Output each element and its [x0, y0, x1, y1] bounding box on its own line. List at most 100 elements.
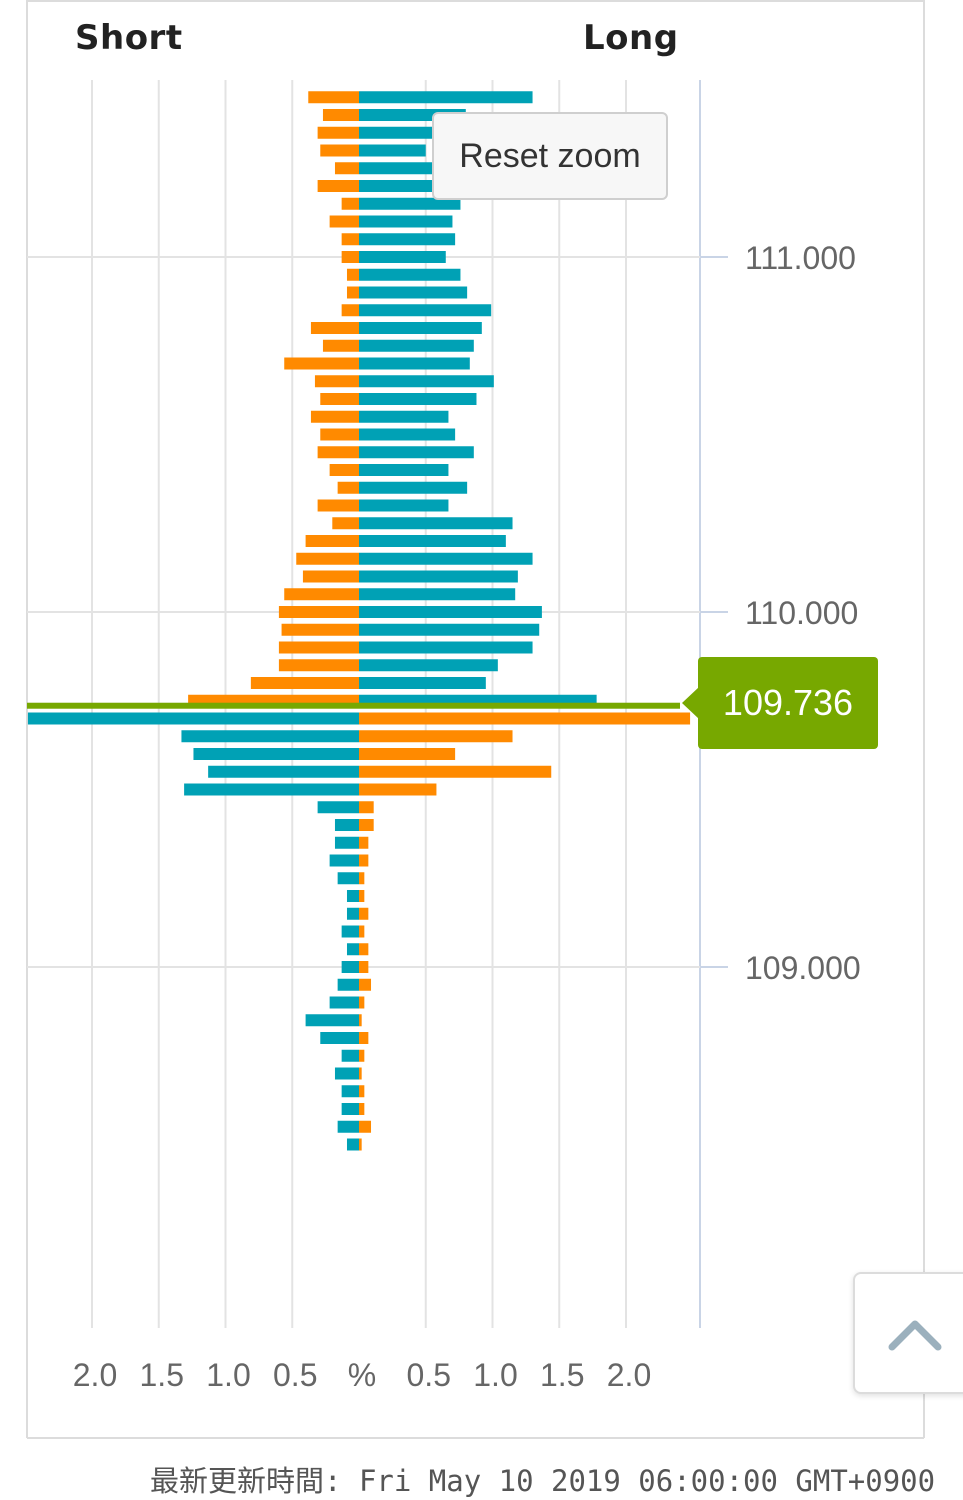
bar-long-right	[359, 552, 533, 565]
bar-long-left	[320, 1032, 359, 1044]
bar-long-left	[181, 730, 359, 743]
x-tick-label: 2.0	[73, 1357, 117, 1393]
bar-long-left	[341, 1085, 359, 1098]
bar-long-left	[346, 1138, 359, 1151]
bar-long-left	[329, 996, 359, 1009]
bar-short-right	[359, 801, 374, 814]
bar-long-right	[359, 286, 468, 299]
bar-short-left	[281, 623, 359, 636]
bar-long-right	[359, 215, 453, 228]
x-axis-unit-label: %	[348, 1357, 376, 1393]
bar-short-right	[359, 1067, 362, 1080]
bar-short-right	[359, 925, 365, 938]
bar-long-right	[359, 410, 449, 423]
bar-long-right	[359, 251, 446, 263]
bar-short-left	[341, 251, 359, 263]
bar-long-left	[337, 872, 359, 885]
bar-long-left	[208, 765, 359, 778]
bar-short-right	[359, 1138, 362, 1151]
bar-short-right	[359, 1032, 369, 1044]
bar-short-left	[322, 339, 359, 352]
bar-long-right	[359, 677, 486, 689]
bar-long-right	[359, 588, 516, 601]
chevron-up-icon	[888, 1320, 942, 1351]
bar-short-left	[317, 446, 359, 459]
bar-long-right	[359, 357, 470, 370]
bar-long-right	[359, 304, 492, 317]
bar-short-left	[341, 197, 359, 210]
current-price-label: 109.736	[698, 657, 878, 749]
bar-long-right	[359, 375, 494, 388]
bar-long-right	[359, 233, 456, 246]
bar-long-left	[317, 801, 359, 814]
bar-long-right	[359, 606, 542, 618]
bar-short-left	[332, 517, 359, 530]
bar-long-right	[359, 499, 449, 512]
bar-long-left	[341, 1049, 359, 1062]
bar-short-left	[296, 552, 359, 565]
bar-long-left	[184, 783, 359, 796]
bar-short-left	[322, 109, 359, 121]
bar-short-left	[329, 464, 359, 476]
bar-long-left	[337, 1120, 359, 1133]
bar-short-left	[284, 588, 359, 601]
bar-short-right	[359, 748, 456, 760]
bar-long-left	[346, 907, 359, 920]
bar-short-left	[320, 393, 359, 405]
bar-long-left	[334, 819, 359, 831]
bar-short-right	[359, 730, 513, 743]
x-tick-layer: 2.0 1.5 1.0 0.5% 0.5 1.0 1.5 2.0	[73, 1357, 651, 1393]
bar-long-left	[341, 925, 359, 938]
bar-long-left	[193, 748, 359, 760]
bar-long-right	[359, 91, 533, 104]
x-tick-label: 0.5	[407, 1357, 451, 1393]
bar-long-left	[337, 978, 359, 991]
bar-short-right	[359, 836, 369, 849]
bar-long-left	[334, 1067, 359, 1080]
price-label-pointer	[682, 687, 699, 719]
bar-short-left	[278, 659, 359, 672]
y-tick-label: 110.000	[745, 595, 858, 631]
long-header: Long	[583, 18, 679, 58]
bar-short-left	[334, 162, 359, 175]
bar-short-right	[359, 819, 374, 831]
bar-short-right	[359, 961, 369, 973]
bar-short-left	[302, 570, 359, 583]
bar-short-right	[359, 1103, 365, 1115]
bar-short-left	[317, 180, 359, 192]
bar-short-left	[284, 357, 359, 370]
scroll-to-top-button[interactable]	[853, 1272, 963, 1394]
bar-long-right	[359, 659, 498, 672]
x-tick-label: 0.5	[273, 1357, 317, 1393]
bar-short-right	[359, 765, 552, 778]
bar-short-left	[317, 499, 359, 512]
bar-long-left	[346, 890, 359, 902]
bar-long-right	[359, 322, 482, 334]
bar-short-left	[310, 410, 359, 423]
bar-short-right	[359, 996, 365, 1009]
reset-zoom-button[interactable]: Reset zoom	[432, 112, 668, 200]
bar-short-right	[359, 1014, 362, 1027]
bar-short-left	[305, 535, 359, 547]
bar-long-left	[341, 1103, 359, 1115]
bar-short-right	[359, 978, 372, 991]
bar-long-right	[359, 517, 513, 530]
bar-short-right	[359, 943, 369, 956]
current-price-line	[27, 702, 680, 709]
bar-short-right	[359, 1120, 372, 1133]
bar-short-right	[359, 1085, 365, 1098]
bar-short-left	[320, 144, 359, 157]
bar-long-right	[359, 464, 449, 476]
bar-short-left	[320, 428, 359, 441]
x-tick-label: 1.5	[140, 1357, 184, 1393]
bar-long-right	[359, 481, 468, 494]
bar-layer	[27, 91, 691, 1151]
bar-long-right	[359, 126, 440, 139]
bar-short-left	[317, 126, 359, 139]
bar-short-left	[346, 286, 359, 299]
bar-long-right	[359, 393, 477, 405]
last-updated: 最新更新時間: Fri May 10 2019 06:00:00 GMT+090…	[150, 1458, 935, 1500]
y-tick-layer: 111.000 110.000 109.000	[745, 240, 861, 986]
bar-long-right	[359, 641, 533, 654]
last-updated-value: Fri May 10 2019 06:00:00 GMT+0900	[358, 1464, 936, 1498]
